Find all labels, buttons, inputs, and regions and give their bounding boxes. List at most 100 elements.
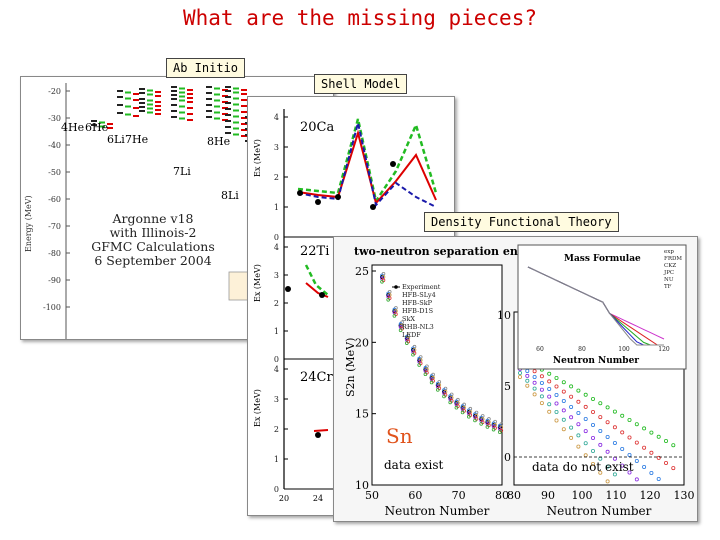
dft-xtick: 60: [408, 489, 422, 502]
dft-point: [525, 373, 530, 378]
dft-point: [576, 444, 581, 449]
dft-point: [460, 410, 465, 415]
dft-point: [605, 434, 610, 439]
nucleus-label: 7Li: [173, 165, 191, 178]
element-symbol: Sn: [386, 424, 413, 448]
dft-point: [547, 394, 552, 399]
shell-ytick: 2: [274, 299, 279, 308]
nucleus-label: 8Li: [221, 189, 239, 202]
shell-data-point: [315, 432, 321, 438]
dft-point: [620, 413, 625, 418]
dft-point: [561, 398, 566, 403]
ab-initio-ytick: -20: [48, 87, 61, 96]
shell-curve-blue: [297, 122, 437, 208]
dft-point: [612, 472, 617, 477]
dft-point: [532, 392, 537, 397]
dft-point: [485, 425, 490, 429]
shell-model-label: Shell Model: [314, 74, 408, 94]
dft-point: [642, 426, 647, 431]
ab-initio-caption: 6 September 2004: [94, 253, 211, 268]
dft-xlabel-left: Neutron Number: [385, 504, 490, 518]
dft-point: [547, 371, 552, 376]
shell-ytick: 4: [274, 113, 279, 122]
dft-point: [663, 438, 668, 443]
dft-point: [576, 433, 581, 438]
dft-point: [539, 394, 544, 399]
nucleus-label: 6Li: [107, 133, 125, 146]
shell-xtick: 20: [279, 494, 289, 503]
dft-point: [448, 400, 452, 405]
dft-point: [561, 380, 566, 385]
shell-curve-red: [313, 429, 329, 432]
dft-point: [539, 401, 544, 406]
shell-ylabel: Ex (MeV): [253, 139, 262, 177]
dft-point: [583, 441, 588, 446]
nucleus-label: 8He: [207, 135, 230, 148]
dft-point: [517, 374, 522, 379]
nucleus-label: 20Ca: [300, 120, 334, 135]
ab-initio-label: Ab Initio: [166, 58, 246, 78]
shell-xtick: 24: [313, 494, 323, 503]
ab-initio-caption: GFMC Calculations: [91, 239, 215, 254]
dft-point: [612, 425, 617, 430]
shell-data-point: [335, 194, 341, 200]
dft-legend-entry: SkX: [402, 315, 415, 323]
dft-point: [569, 415, 574, 420]
mass-formulae-inset: [517, 244, 687, 370]
dft-point: [411, 352, 415, 357]
dft-point: [554, 409, 559, 414]
dft-legend: Experiment HFB-SLy4 HFB-SkP HFB-D1S SkX …: [402, 283, 441, 339]
dft-legend-entry: HFB-SkP: [402, 299, 433, 307]
dft-point: [671, 443, 676, 448]
inset-xtick: 60: [536, 346, 544, 353]
shell-data-point: [390, 161, 396, 167]
dft-point: [620, 463, 625, 468]
dft-point: [583, 416, 588, 421]
dft-ylabel: S2n (MeV): [344, 338, 357, 397]
dft-ytick: 0: [504, 451, 511, 464]
dft-xtick: 100: [572, 489, 593, 502]
dft-point: [561, 417, 566, 422]
dft-point: [576, 422, 581, 427]
dft-point: [627, 452, 632, 457]
dft-xtick: 90: [541, 489, 555, 502]
shell-ytick: 2: [274, 425, 279, 434]
dft-legend-entry: HFB-D1S: [402, 307, 433, 315]
ab-initio-ytick: -100: [43, 303, 61, 312]
dft-point: [590, 448, 595, 453]
dft-point: [612, 440, 617, 445]
ab-initio-figure: Energy (MeV) -20 -30 -40 -50 -60 -70 -80 -90 -10…: [24, 83, 267, 339]
data-not-exist-note: data do not exist: [532, 460, 634, 474]
dft-xtick: 110: [606, 489, 627, 502]
dft-ytick: 10: [355, 479, 369, 492]
dft-point: [605, 464, 610, 469]
dft-point: [627, 435, 632, 440]
dft-xtick: 80: [507, 489, 521, 502]
ab-initio-ytick: -80: [48, 249, 61, 258]
dft-point: [539, 380, 544, 385]
inset-xtick: 100: [618, 346, 630, 353]
ab-initio-ytick: -40: [48, 141, 61, 150]
dft-point: [590, 396, 595, 401]
dft-point: [561, 389, 566, 394]
shell-ytick: 3: [274, 271, 279, 280]
dft-point: [583, 392, 588, 397]
dft-ytick: 25: [355, 265, 369, 278]
dft-point: [532, 369, 537, 374]
dft-point: [532, 374, 537, 379]
dft-ytick: 20: [355, 336, 369, 349]
dft-point: [539, 387, 544, 392]
dft-point: [634, 440, 639, 445]
dft-point: [569, 435, 574, 440]
dft-point: [634, 422, 639, 427]
dft-point: [634, 477, 639, 482]
dft-xlabel-right: Neutron Number: [547, 504, 652, 518]
inset-title: Mass Formulae: [564, 254, 641, 264]
dft-point: [517, 370, 522, 375]
shell-ylabel: Ex (MeV): [253, 389, 262, 427]
dft-point: [498, 430, 502, 434]
dft-legend-entry: Experiment: [402, 283, 441, 291]
dft-point: [532, 380, 537, 385]
dft-point: [436, 388, 440, 392]
dft-point: [590, 435, 595, 440]
